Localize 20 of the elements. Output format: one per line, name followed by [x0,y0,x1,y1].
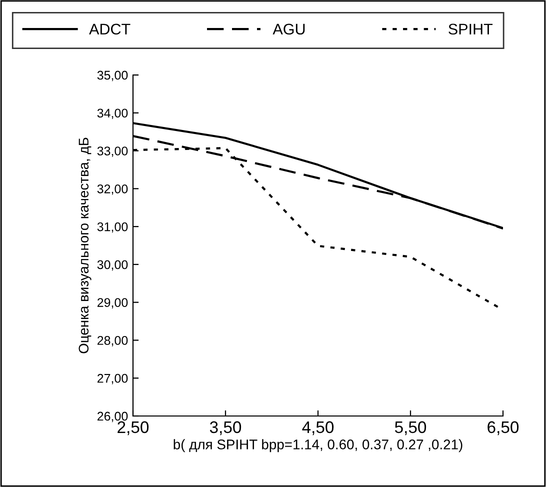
x-tick-label: 2,50 [118,421,149,436]
y-tick-label: 29,00 [97,298,128,308]
legend-label: SPIHT [448,24,493,35]
x-tick-label: 5,50 [394,421,426,436]
y-tick-label: 31,00 [97,222,128,233]
y-axis-title: Оценка визуального качества, дБ [78,138,92,354]
x-tick-label: 6,50 [488,421,519,436]
y-tick-label: 33,00 [97,146,128,157]
legend-label: ADCT [89,24,130,35]
legend-label: AGU [272,24,305,35]
y-tick-label: 32,00 [97,184,128,195]
x-tick-label: 4,50 [302,421,334,436]
y-tick-label: 30,00 [97,260,128,271]
y-tick-label: 27,00 [97,374,128,384]
x-axis-title: b( для SPIHT bpp=1.14, 0.60, 0.37, 0.27 ,0.21) [174,439,462,452]
y-tick-label: 34,00 [97,108,128,120]
y-tick-label: 28,00 [97,336,128,346]
y-tick-label: 26,00 [97,412,128,422]
y-tick-label: 35,00 [97,70,128,82]
x-tick-label: 3,50 [210,421,242,436]
